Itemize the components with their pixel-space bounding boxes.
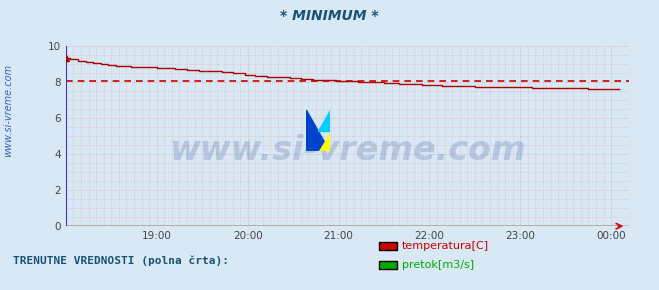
Text: www.si-vreme.com: www.si-vreme.com (3, 64, 14, 157)
Text: pretok[m3/s]: pretok[m3/s] (402, 260, 474, 270)
Text: temperatura[C]: temperatura[C] (402, 241, 489, 251)
Text: www.si-vreme.com: www.si-vreme.com (169, 134, 526, 167)
Polygon shape (306, 110, 330, 151)
Polygon shape (319, 133, 330, 151)
Text: TRENUTNE VREDNOSTI (polna črta):: TRENUTNE VREDNOSTI (polna črta): (13, 256, 229, 266)
Polygon shape (318, 110, 330, 130)
Text: * MINIMUM *: * MINIMUM * (280, 9, 379, 23)
